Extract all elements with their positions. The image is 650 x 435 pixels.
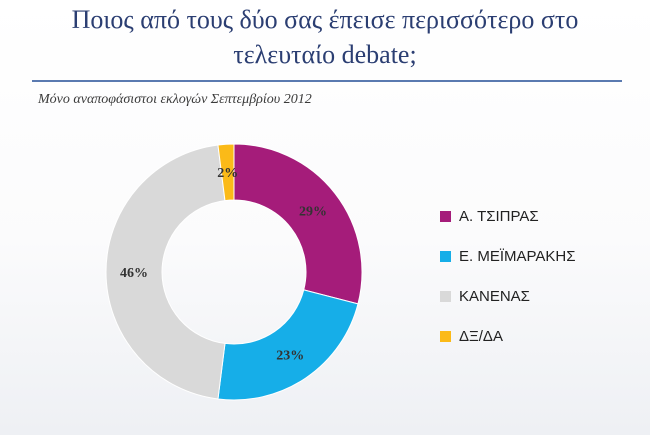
legend-label-kanenas: ΚΑΝΕΝΑΣ — [459, 287, 530, 305]
legend-label-tsipras: Α. ΤΣΙΠΡΑΣ — [459, 207, 539, 225]
donut-slice-meimarakis — [217, 289, 359, 401]
legend-label-dxda: ΔΞ/ΔΑ — [459, 327, 503, 345]
title-divider — [32, 80, 622, 82]
slice-label-tsipras: 29% — [299, 205, 327, 220]
title-line-2: τελευταίο debate; — [233, 40, 417, 69]
legend-item-kanenas: ΚΑΝΕΝΑΣ — [440, 286, 576, 306]
legend-item-tsipras: Α. ΤΣΙΠΡΑΣ — [440, 206, 576, 226]
legend-swatch-meimarakis — [440, 250, 451, 262]
legend-swatch-kanenas — [440, 290, 451, 302]
slice-label-kanenas: 46% — [120, 266, 148, 281]
legend-item-dxda: ΔΞ/ΔΑ — [440, 326, 576, 346]
slice-label-dxda: 2% — [217, 166, 238, 181]
title-line-1: Ποιος από τους δύο σας έπεισε περισσότερ… — [71, 5, 579, 34]
page-title: Ποιος από τους δύο σας έπεισε περισσότερ… — [0, 2, 650, 72]
legend-swatch-tsipras — [440, 210, 451, 222]
donut-slice-tsipras — [233, 143, 363, 305]
legend-swatch-dxda — [440, 330, 451, 342]
legend-item-meimarakis: Ε. ΜΕΪΜΑΡΑΚΗΣ — [440, 246, 576, 266]
slice-label-meimarakis: 23% — [276, 349, 304, 364]
donut-slice-dxda — [217, 143, 235, 202]
chart-legend: Α. ΤΣΙΠΡΑΣ Ε. ΜΕΪΜΑΡΑΚΗΣ ΚΑΝΕΝΑΣ ΔΞ/ΔΑ — [440, 206, 576, 366]
donut-slice-kanenas — [105, 144, 226, 400]
chart-subtitle: Μόνο αναποφάσιστοι εκλογών Σεπτεμβρίου 2… — [38, 92, 312, 107]
legend-label-meimarakis: Ε. ΜΕΪΜΑΡΑΚΗΣ — [459, 247, 576, 265]
